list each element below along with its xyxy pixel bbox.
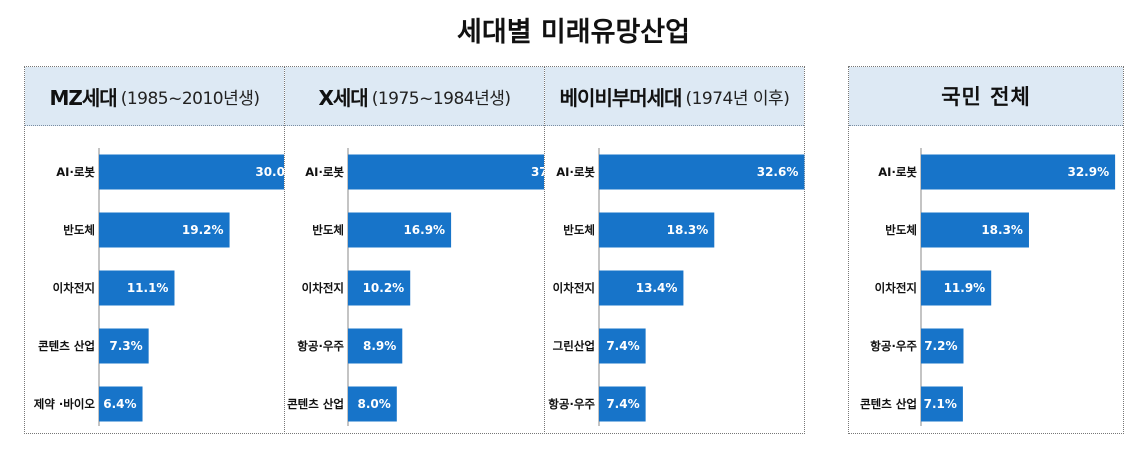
panel-range: (1975~1984년생) [371, 88, 511, 109]
value-label: 11.1% [127, 281, 169, 295]
category-label: 항공·우주 [870, 339, 917, 353]
panel-header: 국민 전체 [849, 67, 1123, 126]
category-label: 이차전지 [875, 281, 917, 295]
value-label: 7.1% [924, 397, 957, 411]
bar [921, 270, 992, 306]
panel-name: MZ세대 [49, 85, 117, 110]
value-label: 13.4% [636, 281, 678, 295]
panel-babyboomer: 베이비부머세대 (1974년 이후) AI·로봇 32.6% 반도체 18.3% 이차전… [544, 66, 805, 434]
bar [348, 154, 579, 190]
bar [348, 386, 397, 422]
bar [99, 328, 149, 364]
category-label: 콘텐츠 산업 [38, 339, 95, 353]
bar [99, 154, 303, 190]
category-label: 콘텐츠 산업 [860, 397, 917, 411]
category-label: AI·로봇 [878, 165, 917, 179]
category-label: 반도체 [312, 223, 344, 237]
category-label: AI·로봇 [556, 165, 595, 179]
value-label: 32.6% [757, 165, 799, 179]
bar [921, 154, 1116, 190]
value-label: 7.2% [924, 339, 957, 353]
value-label: 11.9% [944, 281, 986, 295]
value-label: 32.9% [1067, 165, 1109, 179]
value-label: 8.9% [363, 339, 396, 353]
bar [348, 270, 411, 306]
bar-chart: AI·로봇 30.0%반도체 19.2%이차전지 11.1%콘텐츠 산업 7.3%제약 … [34, 148, 303, 426]
bar-chart: AI·로봇 32.6% 반도체 18.3% 이차전지 13.4% 그린산업 7.4% 항공·우주… [548, 148, 805, 426]
bar [348, 212, 452, 248]
bar [99, 386, 143, 422]
category-label: 반도체 [563, 223, 595, 237]
panel-name: X세대 [318, 85, 368, 110]
value-label: 18.3% [667, 223, 709, 237]
panel-range: (1974년 이후) [685, 88, 790, 109]
panel-all: 국민 전체 AI·로봇 32.9% 반도체 18.3% 이차전지 11.9% 항공·우주 7.… [848, 66, 1124, 434]
category-label: 이차전지 [302, 281, 344, 295]
bar [921, 386, 963, 422]
bar [599, 154, 805, 190]
category-label: 반도체 [63, 223, 95, 237]
category-label: 항공·우주 [548, 397, 595, 411]
value-label: 6.4% [103, 397, 136, 411]
value-label: 16.9% [403, 223, 445, 237]
category-label: 반도체 [885, 223, 917, 237]
panel-header: 베이비부머세대 (1974년 이후) [545, 67, 804, 126]
panel-name: 베이비부머세대 [559, 85, 683, 110]
category-label: 이차전지 [53, 281, 95, 295]
category-label: 콘텐츠 산업 [287, 397, 344, 411]
bar [921, 212, 1029, 248]
value-label: 18.3% [981, 223, 1023, 237]
value-label: 7.4% [606, 397, 639, 411]
panel-header: MZ세대 (1985~2010년생) [25, 67, 284, 126]
bar [599, 212, 715, 248]
panel-name: 국민 전체 [941, 85, 1031, 109]
panel-header: X세대 (1975~1984년생) [285, 67, 544, 126]
bar [599, 270, 684, 306]
panel-mz: MZ세대 (1985~2010년생) AI·로봇 30.0% 반도체 19.2% 이차전… [24, 66, 303, 434]
category-label: AI·로봇 [56, 165, 95, 179]
value-label: 7.4% [606, 339, 639, 353]
category-label: 이차전지 [553, 281, 595, 295]
bar [921, 328, 964, 364]
category-label: 그린산업 [553, 339, 595, 353]
page-title: 세대별 미래유망산업 [457, 17, 690, 48]
value-label: 19.2% [182, 223, 224, 237]
category-label: 제약 ·바이오 [34, 397, 96, 411]
value-label: 8.0% [358, 397, 391, 411]
panel-x: X세대 (1975~1984년생) AI·로봇37.8%반도체16.9%이차전지… [284, 66, 579, 434]
bar [348, 328, 403, 364]
panel-range: (1985~2010년생) [120, 88, 260, 109]
bar [99, 270, 175, 306]
bar [599, 386, 646, 422]
value-label: 7.3% [109, 339, 142, 353]
bar [599, 328, 646, 364]
bar-chart: AI·로봇 32.9% 반도체 18.3% 이차전지 11.9% 항공·우주 7.2% 콘텐츠 … [860, 148, 1116, 426]
value-label: 10.2% [363, 281, 405, 295]
category-label: 항공·우주 [297, 339, 344, 353]
bar [99, 212, 230, 248]
bar-chart: AI·로봇37.8%반도체16.9%이차전지10.2%항공·우주8.9%콘텐츠 … [287, 148, 579, 426]
category-label: AI·로봇 [305, 165, 344, 179]
